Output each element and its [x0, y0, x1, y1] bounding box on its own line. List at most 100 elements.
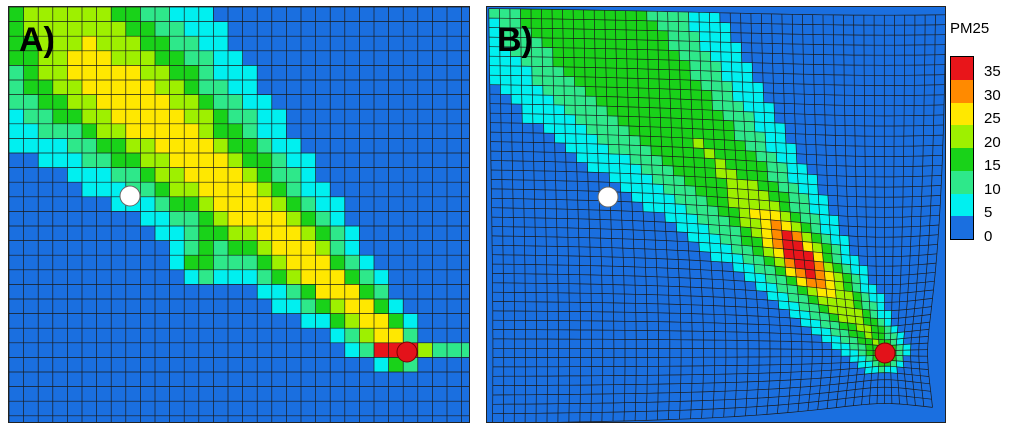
concentration-cell	[700, 61, 711, 72]
concentration-cell	[866, 350, 874, 356]
concentration-cell	[871, 332, 879, 340]
concentration-cell	[721, 81, 733, 92]
concentration-cell	[140, 196, 155, 212]
concentration-cell	[510, 66, 522, 76]
concentration-cell	[830, 328, 841, 337]
concentration-cell	[82, 123, 97, 139]
concentration-cell	[803, 250, 814, 262]
concentration-cell	[286, 138, 301, 153]
concentration-cell	[699, 41, 711, 52]
concentration-cell	[500, 84, 512, 95]
concentration-cell	[680, 79, 691, 90]
concentration-cell	[697, 223, 710, 234]
concentration-cell	[639, 136, 651, 146]
concentration-cell	[630, 154, 642, 165]
concentration-cell	[228, 196, 243, 212]
concentration-cell	[647, 30, 658, 41]
concentration-cell	[672, 146, 684, 157]
concentration-cell	[687, 223, 699, 234]
concentration-cell	[681, 108, 692, 119]
concentration-cell	[38, 94, 53, 110]
concentration-cell	[52, 50, 68, 66]
concentration-cell	[690, 70, 701, 81]
concentration-cell	[749, 208, 761, 220]
concentration-cell	[673, 166, 685, 177]
concentration-cell	[720, 32, 731, 43]
concentration-cell	[627, 87, 639, 98]
concentration-cell	[552, 28, 564, 39]
concentration-cell	[835, 289, 845, 300]
concentration-cell	[257, 123, 272, 139]
concentration-cell	[629, 145, 641, 156]
concentration-cell	[488, 8, 500, 19]
legend-swatch	[951, 102, 973, 126]
concentration-cell	[242, 226, 258, 241]
concentration-cell	[830, 234, 841, 245]
concentration-cell	[856, 330, 866, 339]
concentration-cell	[184, 167, 199, 183]
concentration-cell	[762, 237, 774, 248]
concentration-cell	[766, 291, 779, 301]
concentration-cell	[739, 217, 751, 228]
concentration-cell	[585, 96, 597, 106]
concentration-cell	[751, 236, 763, 247]
concentration-cell	[639, 126, 651, 137]
concentration-cell	[668, 60, 680, 70]
concentration-cell	[660, 117, 672, 128]
concentration-cell	[155, 153, 170, 168]
concentration-cell	[573, 19, 584, 30]
concentration-cell	[605, 48, 617, 59]
concentration-cell	[790, 221, 802, 233]
concentration-cell	[896, 360, 904, 368]
concentration-cell	[648, 78, 660, 89]
concentration-cell	[499, 8, 510, 19]
concentration-cell	[521, 104, 533, 114]
concentration-cell	[811, 232, 822, 244]
concentration-cell	[573, 38, 585, 49]
concentration-cell	[636, 10, 647, 21]
concentration-cell	[852, 291, 862, 302]
concentration-cell	[271, 255, 287, 270]
concentration-cell	[764, 122, 776, 133]
concentration-cell	[531, 18, 542, 29]
concentration-cell	[865, 344, 874, 351]
concentration-cell	[575, 114, 587, 125]
concentration-cell	[692, 138, 704, 149]
concentration-cell	[257, 211, 272, 226]
legend-tick-label: 35	[984, 63, 1001, 80]
concentration-cell	[807, 295, 819, 305]
concentration-cell	[615, 39, 627, 50]
concentration-cell	[563, 47, 574, 58]
concentration-cell	[657, 30, 669, 41]
concentration-cell	[675, 213, 687, 224]
concentration-cell	[781, 230, 793, 241]
concentration-cell	[619, 163, 631, 174]
concentration-cell	[52, 80, 68, 95]
concentration-cell	[730, 42, 742, 53]
concentration-cell	[563, 76, 575, 87]
mesh-line	[812, 14, 833, 409]
concentration-cell	[213, 196, 228, 212]
concentration-cell	[301, 240, 316, 256]
receptor-marker-white	[597, 186, 619, 208]
concentration-cell	[658, 59, 670, 70]
concentration-cell	[155, 50, 170, 66]
concentration-cell	[213, 153, 228, 168]
concentration-cell	[670, 108, 682, 119]
concentration-cell	[140, 182, 155, 197]
concentration-cell	[532, 94, 544, 105]
concentration-cell	[257, 94, 272, 110]
panel-a-concentration-cells	[9, 7, 469, 372]
concentration-cell	[626, 58, 638, 69]
concentration-cell	[499, 37, 511, 47]
concentration-cell	[710, 51, 722, 62]
concentration-cell	[184, 94, 199, 110]
concentration-cell	[532, 85, 543, 96]
concentration-cell	[813, 261, 825, 272]
concentration-cell	[242, 94, 258, 110]
concentration-cell	[286, 153, 301, 168]
concentration-cell	[678, 11, 689, 22]
concentration-cell	[764, 112, 775, 123]
concentration-cell	[228, 226, 243, 241]
mesh-line	[656, 11, 671, 420]
